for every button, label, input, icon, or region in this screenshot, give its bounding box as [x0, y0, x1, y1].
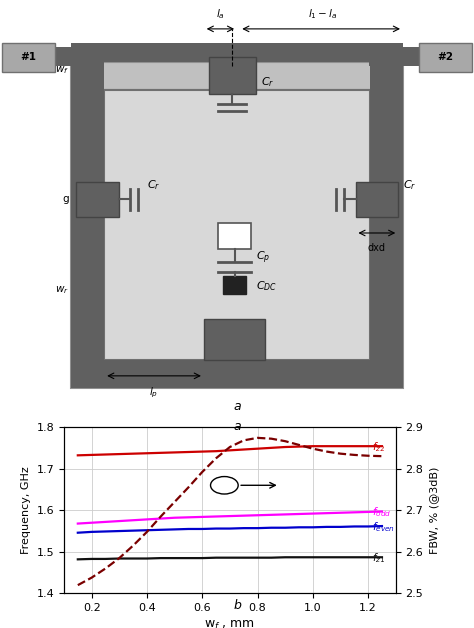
- Bar: [71, 62, 403, 388]
- Text: $f_{z1}$: $f_{z1}$: [372, 551, 386, 565]
- Text: $C_r$: $C_r$: [147, 178, 160, 192]
- Bar: [55, 47, 89, 66]
- Bar: [71, 359, 403, 388]
- Text: $l_a$: $l_a$: [216, 7, 225, 21]
- Y-axis label: Frequency, GHz: Frequency, GHz: [21, 467, 31, 554]
- Text: $f_{even}$: $f_{even}$: [372, 520, 395, 534]
- Text: #2: #2: [438, 53, 454, 62]
- Text: $w_r$: $w_r$: [55, 284, 69, 296]
- Text: $C_{DC}$: $C_{DC}$: [256, 279, 277, 293]
- Bar: [71, 43, 403, 62]
- Text: $l_p$: $l_p$: [149, 386, 159, 401]
- Bar: [370, 62, 403, 388]
- Bar: [204, 318, 265, 359]
- Text: g: g: [62, 194, 69, 204]
- Bar: [223, 276, 246, 294]
- Text: a: a: [233, 420, 241, 433]
- Bar: [369, 47, 419, 66]
- Bar: [71, 62, 104, 388]
- Text: $C_r$: $C_r$: [261, 75, 274, 89]
- Bar: [76, 182, 118, 217]
- Text: $C_p$: $C_p$: [256, 249, 270, 266]
- X-axis label: w$_f$ , mm: w$_f$ , mm: [204, 619, 255, 628]
- Bar: [356, 182, 398, 217]
- Text: #1: #1: [20, 53, 36, 62]
- Text: $f_{odd}$: $f_{odd}$: [372, 505, 392, 519]
- Text: a: a: [233, 399, 241, 413]
- Y-axis label: FBW, % (@3dB): FBW, % (@3dB): [429, 467, 439, 554]
- Text: dxd: dxd: [368, 243, 386, 253]
- Bar: [104, 90, 370, 359]
- Text: $w_f$: $w_f$: [55, 64, 69, 75]
- Bar: [419, 43, 472, 72]
- Text: $C_r$: $C_r$: [403, 178, 416, 192]
- Bar: [209, 57, 256, 94]
- Text: $l_1 - l_a$: $l_1 - l_a$: [308, 7, 337, 21]
- Bar: [2, 43, 55, 72]
- Bar: [104, 90, 370, 359]
- Bar: [218, 223, 251, 249]
- Text: $f_{z2}$: $f_{z2}$: [372, 440, 385, 454]
- Text: b: b: [233, 599, 241, 612]
